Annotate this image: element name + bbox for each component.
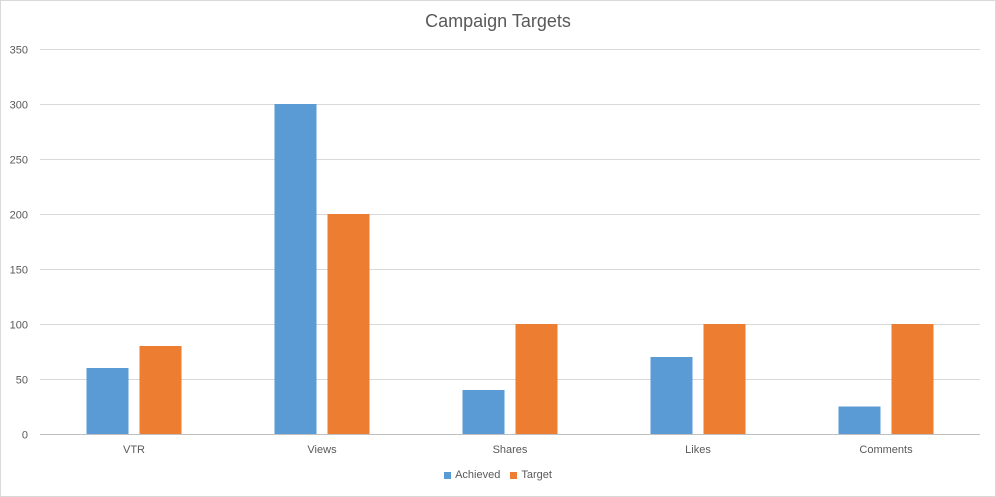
bar-achieved-shares [462,390,505,434]
y-tick-label: 200 [10,210,28,222]
x-tick-label: Shares [493,444,528,456]
legend-label-achieved: Achieved [455,469,501,481]
legend-swatch-target [510,471,518,479]
bar-achieved-likes [650,357,693,434]
bar-target-shares [515,324,558,434]
legend-swatch-achieved [444,471,452,479]
y-tick-label: 350 [10,45,28,57]
bar-target-views [327,214,370,434]
y-tick-label: 150 [10,265,28,277]
y-tick-label: 100 [10,320,28,332]
y-tick-label: 50 [16,375,28,387]
legend-label-target: Target [521,469,552,481]
legend-item-target: Target [510,469,552,481]
y-tick-label: 0 [22,430,28,442]
x-tick-label: Comments [859,444,913,456]
bar-target-likes [703,324,746,434]
legend: Achieved Target [0,469,996,481]
x-tick-label: VTR [123,444,145,456]
chart-title: Campaign Targets [425,11,571,31]
bar-achieved-views [274,104,317,434]
y-tick-label: 300 [10,100,28,112]
bar-target-comments [891,324,934,434]
legend-item-achieved: Achieved [444,469,500,481]
bar-achieved-comments [838,406,881,434]
bar-target-vtr [139,346,182,434]
y-tick-label: 250 [10,155,28,167]
bar-achieved-vtr [86,368,129,434]
x-tick-label: Views [307,444,337,456]
x-tick-label: Likes [685,444,711,456]
